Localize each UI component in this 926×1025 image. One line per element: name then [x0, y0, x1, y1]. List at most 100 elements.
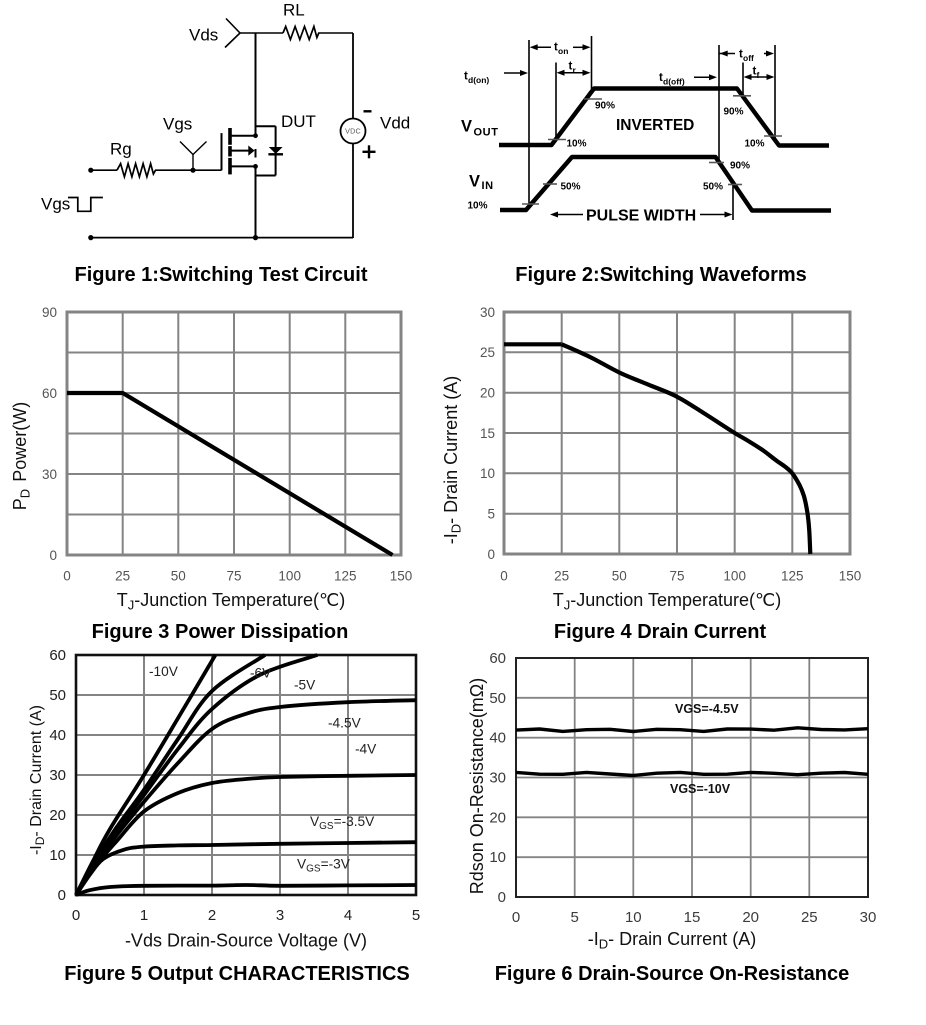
svg-text:60: 60 — [489, 650, 506, 667]
svg-text:-5V: -5V — [294, 678, 316, 693]
svg-text:30: 30 — [480, 305, 495, 320]
svg-text:0: 0 — [512, 909, 520, 926]
svg-text:VGS=-4.5V: VGS=-4.5V — [675, 702, 739, 716]
svg-text:PULSE WIDTH: PULSE WIDTH — [586, 208, 696, 225]
svg-text:25: 25 — [801, 909, 818, 926]
svg-text:5: 5 — [571, 909, 579, 926]
svg-text:-Vds Drain-Source Voltage (V): -Vds Drain-Source Voltage (V) — [125, 931, 367, 951]
svg-text:Figure 5 Output CHARACTERISTIC: Figure 5 Output CHARACTERISTICS — [64, 963, 410, 985]
svg-text:Figure 3 Power Dissipation: Figure 3 Power Dissipation — [92, 621, 349, 643]
svg-text:t: t — [753, 66, 757, 78]
svg-text:90%: 90% — [730, 161, 750, 172]
svg-text:60: 60 — [49, 647, 66, 664]
svg-text:-ID- Drain Current (A): -ID- Drain Current (A) — [588, 929, 756, 952]
svg-text:75: 75 — [669, 569, 684, 584]
svg-text:-6V: -6V — [250, 666, 272, 681]
svg-text:10%: 10% — [745, 139, 765, 150]
svg-text:Figure 4 Drain Current: Figure 4 Drain Current — [554, 621, 767, 643]
svg-text:25: 25 — [115, 569, 130, 584]
svg-text:-ID- Drain Current (A): -ID- Drain Current (A) — [28, 705, 47, 855]
svg-text:VDC: VDC — [345, 127, 361, 136]
svg-text:d(off): d(off) — [663, 77, 685, 87]
svg-text:10: 10 — [625, 909, 642, 926]
svg-text:50: 50 — [612, 569, 627, 584]
svg-text:2: 2 — [208, 907, 216, 924]
svg-text:20: 20 — [489, 809, 506, 826]
svg-text:50: 50 — [49, 687, 66, 704]
svg-text:50%: 50% — [703, 182, 723, 193]
svg-text:Figure 1:Switching Test Circui: Figure 1:Switching Test Circuit — [75, 264, 368, 286]
svg-text:IN: IN — [482, 180, 494, 192]
svg-text:0: 0 — [500, 569, 508, 584]
svg-text:20: 20 — [480, 386, 495, 401]
svg-text:3: 3 — [276, 907, 284, 924]
svg-text:90: 90 — [42, 305, 57, 320]
svg-text:t: t — [659, 72, 663, 84]
svg-text:0: 0 — [63, 569, 71, 584]
svg-text:75: 75 — [226, 569, 241, 584]
svg-text:125: 125 — [334, 569, 357, 584]
svg-text:20: 20 — [49, 807, 66, 824]
svg-text:0: 0 — [58, 887, 66, 904]
svg-text:Rg: Rg — [110, 140, 132, 159]
svg-text:Vds: Vds — [189, 26, 218, 45]
svg-text:0: 0 — [498, 889, 506, 906]
svg-text:RL: RL — [283, 1, 305, 20]
svg-text:Vdd: Vdd — [380, 114, 410, 133]
svg-text:10%: 10% — [567, 139, 587, 150]
svg-text:5: 5 — [412, 907, 420, 924]
svg-text:10: 10 — [49, 847, 66, 864]
svg-text:Figure 2:Switching Waveforms: Figure 2:Switching Waveforms — [515, 264, 807, 286]
svg-text:10: 10 — [489, 849, 506, 866]
svg-text:30: 30 — [49, 767, 66, 784]
svg-text:50: 50 — [171, 569, 186, 584]
svg-text:40: 40 — [489, 730, 506, 747]
svg-text:DUT: DUT — [281, 112, 316, 131]
svg-text:0: 0 — [487, 547, 495, 562]
svg-text:V: V — [461, 118, 472, 136]
svg-text:Figure 6 Drain-Source On-Resis: Figure 6 Drain-Source On-Resistance — [495, 963, 850, 985]
svg-text:125: 125 — [781, 569, 804, 584]
svg-text:50: 50 — [489, 690, 506, 707]
svg-text:-4V: -4V — [355, 742, 377, 757]
svg-text:4: 4 — [344, 907, 352, 924]
svg-text:TJ-Junction Temperature(℃): TJ-Junction Temperature(℃) — [117, 590, 345, 613]
svg-text:100: 100 — [723, 569, 746, 584]
svg-text:t: t — [739, 49, 743, 61]
svg-text:25: 25 — [480, 345, 495, 360]
svg-text:40: 40 — [49, 727, 66, 744]
svg-text:t: t — [569, 61, 573, 73]
svg-text:OUT: OUT — [474, 127, 499, 139]
svg-text:90%: 90% — [595, 101, 615, 112]
svg-text:30: 30 — [42, 467, 57, 482]
svg-text:TJ-Junction Temperature(℃): TJ-Junction Temperature(℃) — [553, 590, 781, 613]
svg-text:20: 20 — [742, 909, 759, 926]
svg-text:Vgs: Vgs — [41, 195, 70, 214]
svg-text:1: 1 — [140, 907, 148, 924]
svg-text:25: 25 — [554, 569, 569, 584]
svg-text:t: t — [464, 71, 468, 83]
svg-text:d(on): d(on) — [468, 75, 489, 85]
svg-text:-10V: -10V — [149, 664, 179, 679]
svg-text:0: 0 — [49, 548, 57, 563]
svg-text:Vgs: Vgs — [163, 115, 192, 134]
svg-text:30: 30 — [489, 770, 506, 787]
svg-text:VGS=-10V: VGS=-10V — [670, 782, 731, 796]
svg-text:10: 10 — [480, 466, 495, 481]
svg-text:60: 60 — [42, 386, 57, 401]
svg-text:100: 100 — [278, 569, 301, 584]
svg-text:5: 5 — [487, 507, 495, 522]
svg-text:50%: 50% — [561, 182, 581, 193]
svg-text:V: V — [469, 172, 480, 190]
svg-text:-ID- Drain Current (A): -ID- Drain Current (A) — [441, 376, 464, 544]
svg-text:on: on — [558, 46, 568, 56]
svg-text:INVERTED: INVERTED — [616, 117, 694, 134]
svg-text:r: r — [573, 65, 577, 75]
svg-text:150: 150 — [839, 569, 862, 584]
svg-text:15: 15 — [684, 909, 701, 926]
svg-text:f: f — [757, 70, 760, 80]
svg-text:Rdson On-Resistance(mΩ): Rdson On-Resistance(mΩ) — [467, 678, 487, 895]
svg-text:90%: 90% — [724, 107, 744, 118]
svg-text:30: 30 — [860, 909, 877, 926]
svg-text:t: t — [554, 42, 558, 54]
